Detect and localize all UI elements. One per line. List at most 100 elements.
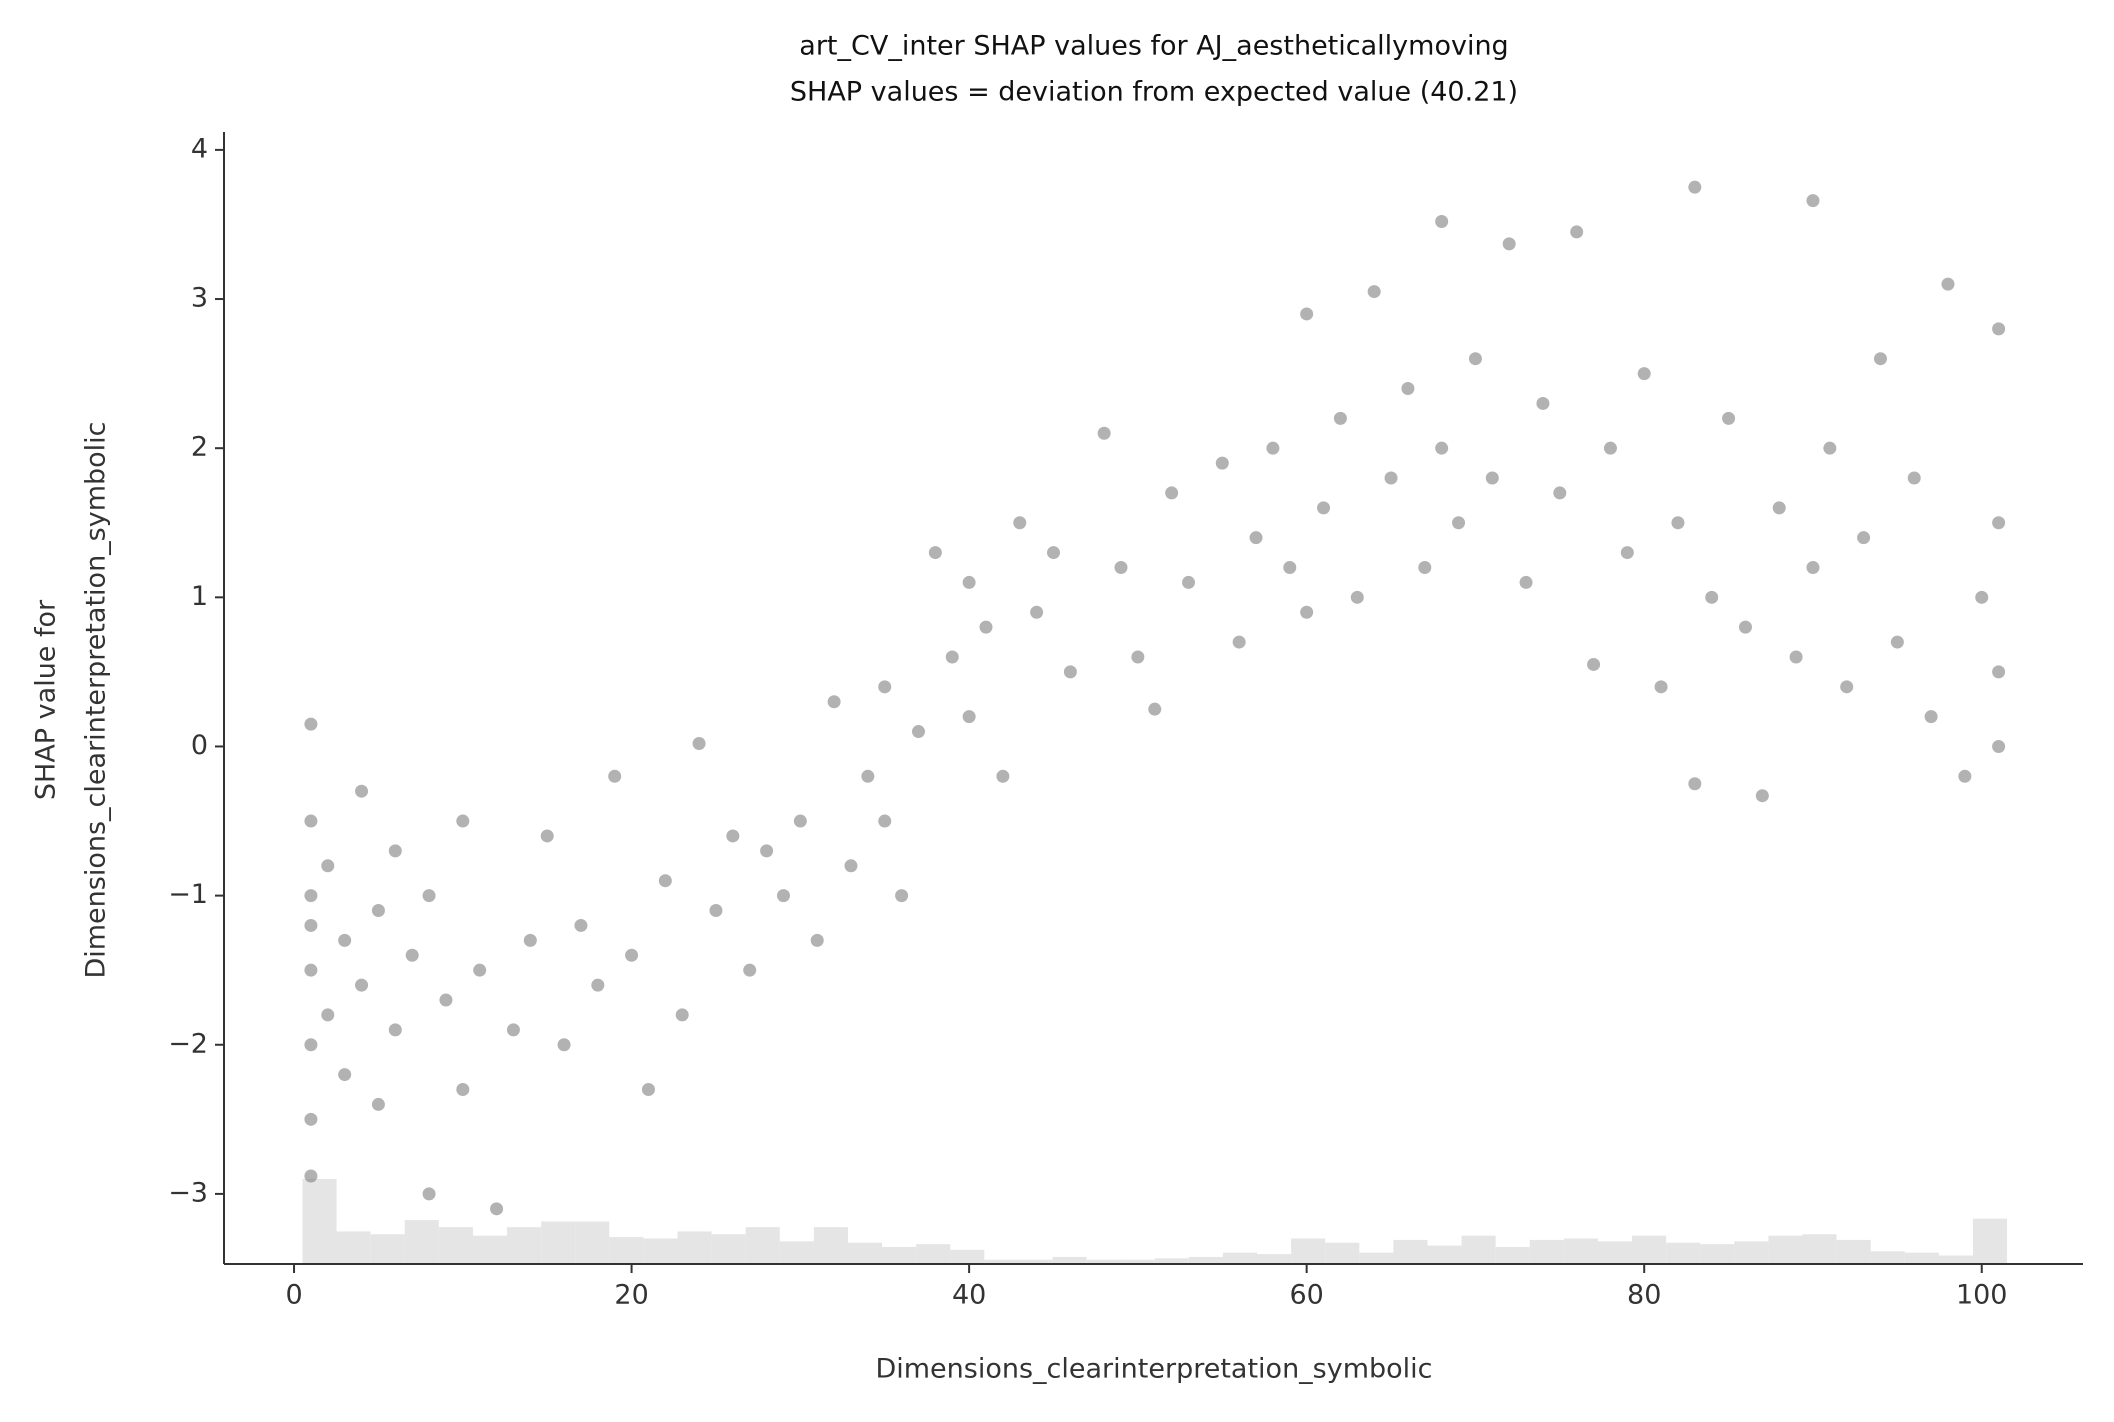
scatter-point [1654,680,1668,694]
histogram-bar [472,1235,508,1264]
scatter-point [1300,307,1314,321]
scatter-point [557,1038,571,1052]
scatter-point [1063,665,1077,679]
histogram-bar [1291,1238,1326,1264]
y-tick-label: 4 [191,133,208,164]
y-tick-label: 1 [191,581,208,612]
histogram-bar [916,1244,951,1264]
histogram-bar [1597,1241,1633,1264]
histogram-bar [1120,1259,1155,1264]
y-axis-label: SHAP value for [31,599,62,800]
scatter-point [962,575,976,589]
histogram-bar [370,1234,405,1264]
scatter-point [355,978,369,992]
histogram-bar [882,1247,917,1264]
scatter-point [456,1083,470,1097]
scatter-point [304,1038,318,1052]
scatter-point [1941,277,1955,291]
scatter-point [1047,546,1061,560]
scatter-point [1840,680,1854,694]
scatter-point [1806,194,1820,208]
scatter-point [490,1202,504,1216]
x-tick-label: 40 [952,1280,986,1311]
scatter-point [709,904,723,918]
scatter-point [1873,352,1887,366]
scatter-point [1468,352,1482,366]
scatter-point [456,814,470,828]
scatter-point [1519,575,1533,589]
scatter-point [1367,285,1381,299]
scatter-point [1165,486,1179,500]
scatter-point [321,1008,335,1022]
scatter-point [1907,471,1921,485]
scatter-point [1890,635,1904,649]
scatter-point [1975,590,1989,604]
scatter-point [1013,516,1027,530]
scatter-point [878,814,892,828]
scatter-point [1502,237,1516,251]
scatter-point [405,948,419,962]
scatter-point [1992,739,2006,753]
histogram-bar [1666,1242,1701,1264]
scatter-point [540,829,554,843]
histogram-bar [745,1227,780,1264]
scatter-point [945,650,959,664]
histogram-bar [950,1249,985,1264]
scatter-point [1738,620,1752,634]
histogram-bar [1461,1235,1496,1264]
scatter-point [1317,501,1331,515]
scatter-point [1249,531,1263,545]
y-tick-label: −3 [168,1177,208,1208]
scatter-point [1030,605,1044,619]
scatter-point [1688,180,1702,194]
histogram-bar [813,1227,848,1264]
scatter-point [1232,635,1246,649]
scatter-point [979,620,993,634]
x-axis-label: Dimensions_clearinterpretation_symbolic [875,1354,1432,1385]
scatter-point [1283,560,1297,574]
histogram-bar [1972,1218,2008,1264]
scatter-point [1182,575,1196,589]
histogram-bar [1495,1247,1530,1264]
scatter-point [658,874,672,888]
histogram-bar [404,1220,439,1264]
y-tick-label: 0 [191,730,208,761]
scatter-point [1772,501,1786,515]
scatter-point [304,717,318,731]
histogram-bar [1734,1241,1769,1264]
scatter-point [1300,605,1314,619]
histogram-bar [302,1179,337,1264]
scatter-point [861,769,875,783]
histogram-bar [438,1227,473,1264]
scatter-point [304,918,318,932]
histogram-bar [1938,1255,1973,1264]
scatter-point [625,948,639,962]
scatter-point [692,736,706,750]
histogram-bar [1188,1256,1223,1264]
scatter-point [1350,590,1364,604]
scatter-point [962,710,976,724]
scatter-point [911,725,925,739]
x-tick-label: 100 [1956,1280,2008,1311]
histogram-bar [1768,1235,1803,1264]
scatter-point [793,814,807,828]
scatter-point [895,889,909,903]
scatter-point [1131,650,1145,664]
scatter-point [726,829,740,843]
histogram-bar [1393,1239,1428,1264]
scatter-point [1553,486,1567,500]
scatter-point [760,844,774,858]
scatter-point [1570,225,1584,239]
histogram-bar [1222,1252,1258,1264]
scatter-point [1722,411,1736,425]
scatter-point [1958,769,1972,783]
x-tick-label: 0 [285,1280,302,1311]
histogram-bar [1563,1238,1598,1264]
scatter-point [810,933,824,947]
scatter-point [844,859,858,873]
scatter-point [1603,441,1617,455]
y-tick-label: 3 [191,283,208,314]
scatter-point [1536,396,1550,410]
scatter-point [422,889,436,903]
